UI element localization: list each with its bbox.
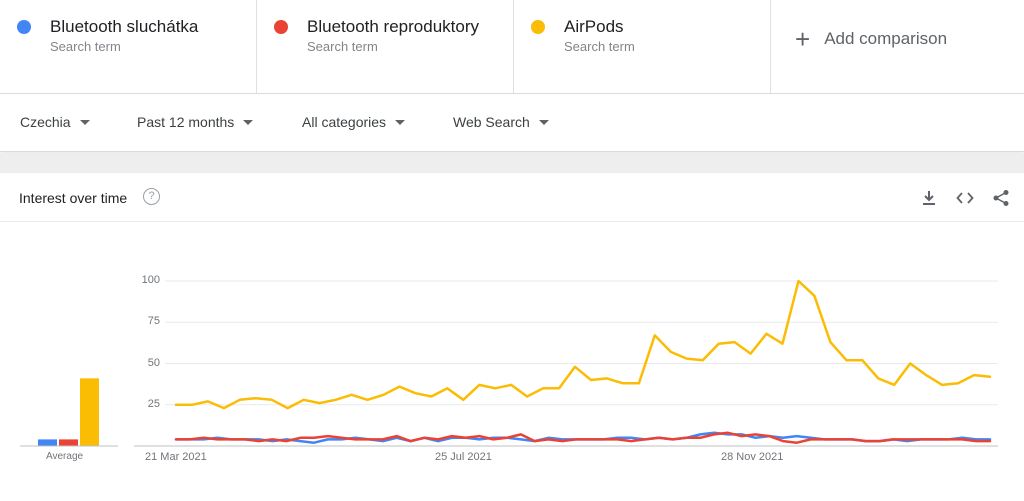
average-bar: [59, 439, 78, 446]
y-tick-label: 25: [147, 397, 160, 410]
add-comparison-label: Add comparison: [824, 28, 948, 48]
filter-bar: Czechia Past 12 months All categories We…: [0, 94, 1024, 152]
search-term-1[interactable]: Bluetooth sluchátka Search term: [0, 0, 257, 94]
caret-down-icon: [79, 119, 90, 125]
series-color-dot: [17, 20, 31, 34]
search-term-name: Bluetooth reproduktory: [307, 17, 479, 36]
search-term-subtitle: Search term: [564, 39, 635, 54]
search-term-name: Bluetooth sluchátka: [50, 17, 199, 36]
section-divider: [0, 153, 1024, 173]
search-term-3[interactable]: AirPods Search term: [514, 0, 771, 94]
card-header: Interest over time ?: [0, 173, 1024, 222]
plus-icon: +: [795, 23, 811, 54]
search-term-2[interactable]: Bluetooth reproduktory Search term: [257, 0, 514, 94]
interest-line-chart: [134, 279, 998, 447]
caret-down-icon: [243, 119, 254, 125]
search-type-dropdown-label: Web Search: [453, 114, 530, 130]
time-range-dropdown[interactable]: Past 12 months: [137, 114, 254, 130]
category-dropdown-label: All categories: [302, 114, 387, 130]
time-range-dropdown-label: Past 12 months: [137, 114, 235, 130]
search-type-dropdown[interactable]: Web Search: [453, 114, 549, 130]
search-term-subtitle: Search term: [50, 39, 121, 54]
category-dropdown[interactable]: All categories: [302, 114, 406, 130]
x-tick-label: 28 Nov 2021: [721, 451, 784, 463]
y-tick-label: 50: [147, 356, 160, 369]
average-bar: [38, 439, 57, 446]
download-icon[interactable]: [920, 189, 938, 207]
average-bar-chart: [20, 378, 118, 447]
caret-down-icon: [395, 119, 406, 125]
x-tick-label: 21 Mar 2021: [145, 451, 207, 463]
search-term-subtitle: Search term: [307, 39, 378, 54]
average-bar: [80, 378, 99, 446]
region-dropdown[interactable]: Czechia: [20, 114, 90, 130]
search-terms-bar: Bluetooth sluchátka Search term Bluetoot…: [0, 0, 1024, 94]
x-tick-label: 25 Jul 2021: [435, 451, 492, 463]
series-line: [174, 279, 992, 410]
series-line: [174, 431, 992, 444]
help-icon[interactable]: ?: [143, 188, 160, 205]
interest-over-time-card: Interest over time ? Average 25 50 75 100 21…: [0, 173, 1024, 501]
y-tick-label: 100: [141, 274, 160, 286]
average-label: Average: [46, 451, 84, 462]
share-icon[interactable]: [992, 189, 1010, 207]
card-title: Interest over time: [19, 190, 128, 206]
caret-down-icon: [538, 119, 549, 125]
series-color-dot: [274, 20, 288, 34]
embed-code-icon[interactable]: [956, 189, 974, 207]
add-comparison-button[interactable]: + Add comparison: [771, 0, 1024, 93]
search-term-name: AirPods: [564, 17, 624, 36]
series-color-dot: [531, 20, 545, 34]
region-dropdown-label: Czechia: [20, 114, 71, 130]
y-tick-label: 75: [147, 315, 160, 328]
